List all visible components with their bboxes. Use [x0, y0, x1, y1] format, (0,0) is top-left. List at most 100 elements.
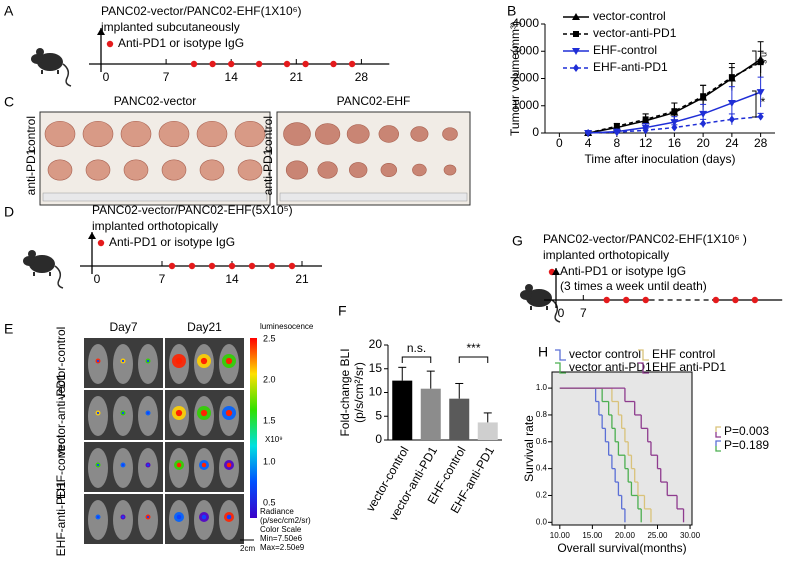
ruler — [279, 192, 468, 202]
mouse-silhouette — [138, 396, 158, 436]
dose-dot — [228, 60, 235, 68]
photo — [276, 111, 471, 206]
p-icon — [715, 446, 721, 452]
panel-letter: H — [538, 344, 548, 360]
y-tick-label: 20 — [369, 337, 383, 351]
dose-dot — [642, 296, 649, 304]
p-icon — [715, 432, 721, 438]
timeline-tick-label: 7 — [159, 272, 166, 286]
legend-dot — [97, 239, 105, 247]
timeline-tick-label: 0 — [103, 70, 110, 84]
arrow-head — [88, 232, 96, 239]
legend-label: vector control — [569, 347, 641, 361]
timeline-tick-label: 0 — [94, 272, 101, 286]
scale-bar-label: 2cm — [240, 544, 255, 553]
scale-note: Color Scale — [260, 525, 302, 534]
tumour — [346, 124, 370, 144]
point — [585, 129, 592, 137]
y-tick-label: 2000 — [512, 71, 539, 85]
dose-dot — [208, 262, 216, 270]
p-icon — [715, 426, 721, 432]
signal-core — [200, 357, 208, 365]
timeline-tick-label: 7 — [580, 306, 587, 320]
tumour — [283, 122, 311, 146]
timeline-title: PANC02-vector/PANC02-EHF(1X10⁶ ) — [543, 232, 747, 246]
point — [757, 112, 764, 121]
mouse-silhouette — [88, 448, 108, 488]
dose-dot — [348, 60, 356, 68]
x-tick-label: 20 — [696, 136, 710, 150]
tumour — [378, 125, 399, 143]
x-axis-title: Time after inoculation (days) — [585, 152, 736, 166]
tumour — [161, 159, 187, 181]
x-tick-label: 16 — [668, 136, 682, 150]
signal-core — [226, 514, 232, 520]
legend-label: Anti-PD1 or isotype IgG — [109, 235, 235, 249]
mouse-body — [526, 289, 552, 307]
mouse-head — [31, 54, 43, 64]
y-tick-label: 4000 — [512, 16, 539, 30]
bar — [477, 422, 498, 440]
annotation: * — [761, 95, 766, 109]
bracket — [401, 356, 432, 363]
legend-label: vector-control — [593, 9, 666, 23]
tumour — [47, 159, 73, 181]
scale-label: 2.0 — [263, 374, 276, 384]
mouse-tail — [54, 265, 64, 289]
legend-dot — [106, 40, 114, 48]
mouse-icon — [23, 250, 64, 289]
x-axis-title: Overall survival(months) — [557, 541, 686, 555]
point — [613, 128, 620, 137]
legend-label: Anti-PD1 or isotype IgG — [560, 264, 686, 278]
tumour — [158, 120, 190, 148]
mouse-icon — [520, 284, 561, 323]
day-label: Day21 — [187, 320, 222, 334]
timeline-tick-label: 7 — [163, 70, 170, 84]
row-label: control — [261, 116, 275, 152]
legend-marker — [573, 64, 579, 72]
signal-core — [96, 411, 100, 415]
row-label: control — [24, 116, 38, 152]
annotation: *** — [466, 341, 480, 355]
legend-label: EHF-control — [593, 43, 657, 57]
signal-core — [176, 462, 182, 468]
signal-core — [225, 409, 233, 417]
legend-label: EHF control — [652, 347, 715, 361]
signal-core — [146, 359, 150, 363]
signal-core — [200, 409, 208, 417]
dose-dot — [283, 60, 291, 68]
mouse-silhouette — [138, 448, 158, 488]
dose-dot — [248, 262, 256, 270]
annotation: n.s. — [407, 341, 426, 355]
photo — [39, 111, 271, 206]
timeline-tick-label: 28 — [355, 70, 369, 84]
legend-icon — [555, 349, 566, 361]
scale-note: Max=2.50e9 — [260, 543, 305, 552]
x-tick-label: 28 — [754, 136, 768, 150]
bracket — [458, 356, 489, 363]
legend-icon — [555, 362, 566, 374]
group-title: PANC02-EHF — [337, 94, 411, 108]
mouse-silhouette — [113, 344, 133, 384]
panel-letter: C — [4, 94, 14, 110]
mouse-head — [520, 290, 532, 300]
y-tick-label: 15 — [369, 361, 383, 375]
tumour — [123, 159, 149, 181]
mouse-head — [23, 256, 35, 266]
timeline-subtitle: implanted orthotopically — [92, 219, 218, 233]
scale-label: 2.5 — [263, 333, 276, 343]
legend-label: vector-anti-PD1 — [593, 26, 677, 40]
point — [757, 59, 764, 66]
panel-letter: A — [4, 3, 14, 19]
bracket — [752, 50, 757, 66]
arrow-head — [97, 28, 105, 35]
panel-letter: F — [338, 303, 347, 319]
signal-core — [201, 514, 207, 520]
y-axis-title: (p/s/cm²/sr) — [352, 362, 366, 423]
point — [671, 123, 678, 132]
scale-label: 0.5 — [263, 497, 276, 507]
x-tick-label: 20.00 — [615, 531, 636, 540]
color-scale — [250, 338, 257, 518]
panel-letter: G — [512, 233, 523, 249]
